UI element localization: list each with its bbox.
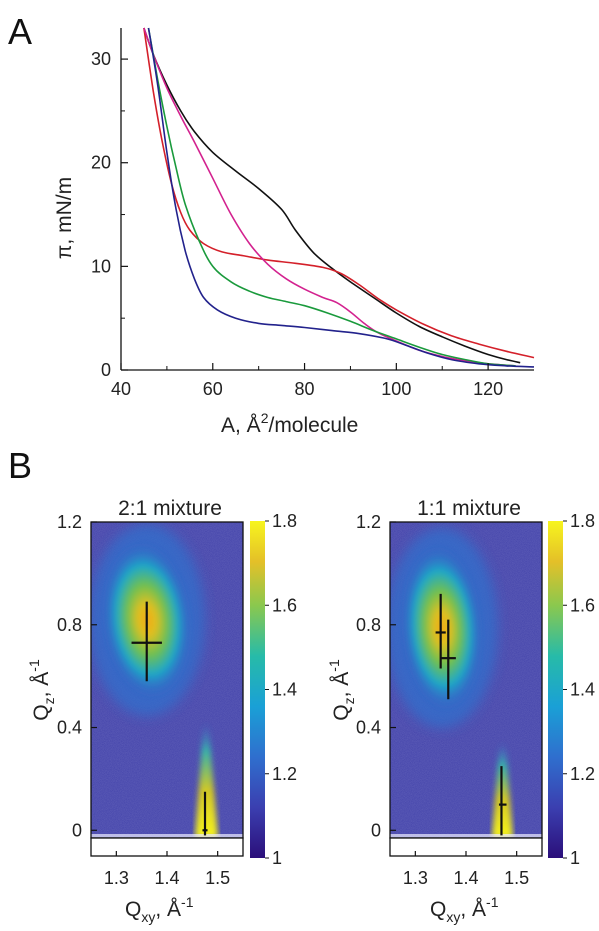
bragg-rod <box>195 722 218 838</box>
gixd-map-1to1: 1:1 mixture 1.3 1.4 1.500.40.81.2 11.21.41… <box>326 497 595 925</box>
y-tick-label: 0.8 <box>356 615 381 635</box>
map-title-1to1: 1:1 mixture <box>417 497 521 520</box>
x-tick-label: 100 <box>381 379 411 399</box>
y-tick-label: 10 <box>91 256 111 276</box>
peak-markers-2to1 <box>131 601 208 836</box>
isotherm-y-label: π, mN/m <box>53 177 76 259</box>
isotherm-x-label: A, Å2/molecule <box>221 410 358 437</box>
isotherm-line-2 <box>143 27 535 359</box>
x-tick-label: 1.4 <box>154 868 179 888</box>
x-tick-label: 120 <box>473 379 503 399</box>
map-x-label: Qxy, Å-1 <box>125 894 194 925</box>
map-x-label: Qxy, Å-1 <box>430 894 499 925</box>
map-title-2to1: 2:1 mixture <box>118 497 222 520</box>
colorbar-tick-label: 1.4 <box>570 680 595 700</box>
panel-label-a: A <box>8 11 32 52</box>
colorbar-ticks-2to1: 1 1.2 1.4 1.6 1.8 <box>265 511 297 868</box>
colorbar-tick-label: 1 <box>570 848 580 868</box>
colorbar-tick-label: 1.6 <box>272 595 297 615</box>
colorbar-tick-label: 1.4 <box>272 680 297 700</box>
colorbar-tick-label: 1.2 <box>570 764 595 784</box>
x-tick-label: 1.5 <box>504 868 529 888</box>
colorbar-tick-label: 1.8 <box>272 511 297 531</box>
colorbar-tick-label: 1.8 <box>570 511 595 531</box>
isotherm-series-group <box>143 27 535 368</box>
colorbar-ticks-1to1: 1 1.2 1.4 1.6 1.8 <box>563 511 595 868</box>
y-tick-label: 20 <box>91 153 111 173</box>
y-tick-label: 0 <box>371 820 381 840</box>
isotherm-line-4 <box>147 27 516 367</box>
x-tick-label: 60 <box>203 379 223 399</box>
x-tick-label: 1.4 <box>453 868 478 888</box>
colorbar-tick-label: 1.6 <box>570 595 595 615</box>
x-tick-label: 80 <box>295 379 315 399</box>
isotherm-line-5 <box>147 27 535 368</box>
isotherm-chart: 40 60 80 100 120 0 10 20 30 A, Å2/molecule π, mN… <box>53 27 535 437</box>
y-tick-label: 1.2 <box>57 512 82 532</box>
map-y-label: Qz, Å-1 <box>326 659 357 721</box>
y-tick-label: 0.4 <box>356 718 381 738</box>
peak-markers-1to1 <box>435 593 507 836</box>
y-tick-label: 0.8 <box>57 615 82 635</box>
isotherm-line-3 <box>143 27 516 367</box>
map-ticks-2to1: 1.3 1.4 1.5 0 0.4 0.8 1.2 <box>57 512 230 888</box>
x-tick-label: 1.5 <box>205 868 230 888</box>
horizon-strip <box>91 834 243 838</box>
horizon-strip <box>390 834 542 838</box>
panel-label-b: B <box>8 445 32 486</box>
colorbar <box>250 521 265 858</box>
y-tick-label: 0 <box>101 360 111 380</box>
map-ticks-1to1: 1.3 1.4 1.5 0 0.4 0.8 1.2 <box>356 512 529 888</box>
isotherm-line-1 <box>143 27 521 364</box>
x-tick-label: 40 <box>111 379 131 399</box>
colorbar <box>548 521 563 858</box>
colorbar-tick-label: 1 <box>272 848 282 868</box>
colorbar-tick-label: 1.2 <box>272 764 297 784</box>
y-tick-label: 1.2 <box>356 512 381 532</box>
x-tick-label: 1.3 <box>403 868 428 888</box>
gixd-map-2to1: 2:1 mixture 1.3 1.4 1.500.40.81.2 11.21.41… <box>26 497 297 925</box>
map-y-label: Qz, Å-1 <box>26 659 57 721</box>
diffraction-peak-blob <box>401 546 483 710</box>
y-tick-label: 30 <box>91 49 111 69</box>
y-tick-label: 0 <box>72 820 82 840</box>
y-tick-label: 0.4 <box>57 718 82 738</box>
isotherm-ticks: 40 60 80 100 120 0 10 20 30 <box>91 49 503 399</box>
x-tick-label: 1.3 <box>104 868 129 888</box>
